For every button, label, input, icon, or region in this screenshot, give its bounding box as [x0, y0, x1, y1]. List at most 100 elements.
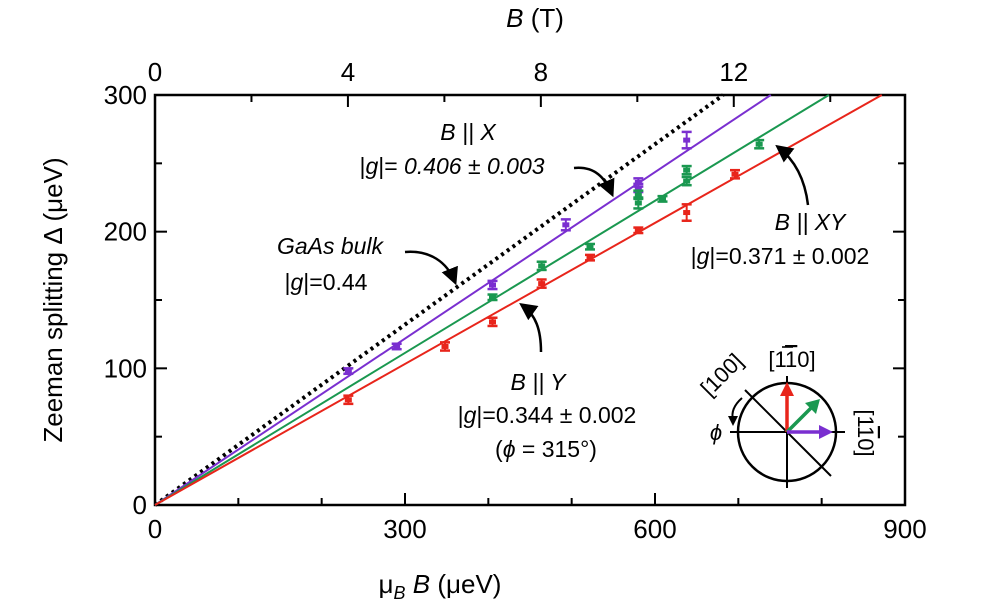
annotation-gaas-line1: GaAs bulk [277, 233, 385, 259]
marker [634, 179, 642, 185]
data-point-xy [585, 242, 595, 251]
annotation-y: B || Y |g|=0.344 ± 0.002 (ϕ = 315°) [458, 302, 637, 462]
marker [586, 255, 594, 261]
annotation-gaas-arrow [404, 250, 458, 286]
fit-line-gaas-bulk [153, 93, 725, 507]
marker [634, 185, 642, 191]
data-point-x [343, 367, 354, 376]
data-point-y [681, 203, 692, 222]
marker [659, 196, 666, 202]
annotation-xy-line1: B || XY [775, 209, 847, 235]
annotation-xy-arrow [775, 144, 810, 206]
data-point-x [681, 130, 692, 150]
marker [634, 192, 642, 198]
annotation-gaas-line2: |g|=0.44 [285, 269, 368, 295]
y-tick-label: 100 [104, 353, 147, 383]
marker [538, 281, 546, 287]
data-point-y [730, 168, 740, 180]
inset-arrowhead-red [780, 382, 794, 396]
inset-phi-arrowhead [728, 416, 738, 426]
crystal-orientation-inset: [110] [100] [110] ϕ [696, 346, 878, 488]
x-tick-label: 300 [383, 514, 426, 544]
y-axis-title: Zeeman splitting Δ (μeV) [38, 157, 68, 442]
marker [344, 397, 352, 403]
annotation-y-line1: B || Y [511, 369, 568, 395]
top-tick-label: 8 [534, 57, 548, 87]
y-tick-label: 300 [104, 80, 147, 110]
top-axis-title-var: B [506, 3, 523, 33]
marker [489, 282, 496, 288]
marker [538, 263, 546, 269]
marker [755, 141, 763, 147]
marker [683, 210, 691, 216]
annotation-y-arrow [519, 302, 543, 353]
marker [562, 222, 570, 228]
data-point-y [343, 394, 354, 406]
marker [683, 137, 691, 143]
y-tick-label: 200 [104, 217, 147, 247]
annotation-x: B || X |g|= 0.406 ± 0.003 [359, 119, 615, 198]
x-axis-title-sub: B [394, 583, 406, 600]
data-point-x [560, 218, 571, 232]
x-tick-label: 600 [633, 514, 676, 544]
x-axis-title-mu: μ [379, 569, 394, 599]
data-point-x [391, 342, 402, 351]
data-points [343, 130, 765, 406]
annotation-gaas: GaAs bulk |g|=0.44 [277, 233, 458, 295]
data-point-xy [633, 189, 644, 201]
x-axis-title: μB B (μeV) [379, 569, 502, 600]
annotation-x-arrow [573, 166, 615, 198]
data-point-xy [487, 293, 498, 302]
annotation-xy-line2: |g|=0.371 ± 0.002 [691, 243, 870, 269]
annotation-y-line2: |g|=0.344 ± 0.002 [458, 402, 637, 428]
inset-label-phi: ϕ [710, 420, 722, 445]
top-tick-label: 0 [148, 57, 162, 87]
marker [393, 343, 401, 349]
data-point-y [440, 341, 450, 352]
marker [489, 319, 496, 325]
x-tick-label: 0 [148, 514, 162, 544]
marker [731, 171, 739, 177]
data-point-xy [681, 175, 692, 187]
inset-label-1m10: [110] [768, 347, 815, 372]
marker [634, 227, 642, 233]
marker [441, 343, 449, 349]
data-point-y [633, 226, 644, 235]
annotation-x-line1: B || X [440, 119, 497, 145]
marker [683, 178, 691, 184]
top-axis-title-unit: (T) [531, 3, 564, 33]
data-point-x [487, 279, 498, 291]
inset-label-100: [100] [696, 349, 748, 401]
marker [586, 244, 594, 250]
fit-line-x [154, 94, 772, 506]
annotation-y-line3: (ϕ = 315°) [495, 436, 597, 462]
top-axis-title: B (T) [506, 3, 564, 33]
top-tick-label: 12 [719, 57, 748, 87]
x-axis-title-unit: (μeV) [437, 569, 501, 599]
marker [344, 368, 352, 374]
inset-arrowhead-purple [819, 425, 833, 439]
y-tick-label: 0 [133, 490, 147, 520]
data-point-xy [657, 194, 668, 203]
marker [489, 294, 496, 300]
marker [683, 167, 691, 173]
data-point-y [487, 316, 498, 328]
data-point-y [585, 253, 595, 262]
data-point-xy [681, 164, 692, 176]
data-point-xy [536, 260, 547, 272]
inset-arrow-green [785, 405, 814, 434]
data-point-y [536, 278, 547, 289]
inset-arrowhead-green [805, 399, 820, 414]
fit-line-y [154, 94, 883, 506]
marker [634, 200, 642, 206]
annotation-xy: B || XY |g|=0.371 ± 0.002 [691, 144, 870, 269]
top-tick-label: 4 [341, 57, 355, 87]
x-axis-title-var: B [413, 569, 430, 599]
annotation-x-line2: |g|= 0.406 ± 0.003 [359, 153, 544, 179]
x-tick-label: 900 [883, 514, 926, 544]
inset-label-11bar0: [110] [853, 409, 878, 456]
data-point-xy [754, 138, 765, 150]
data-point-x [633, 177, 644, 188]
